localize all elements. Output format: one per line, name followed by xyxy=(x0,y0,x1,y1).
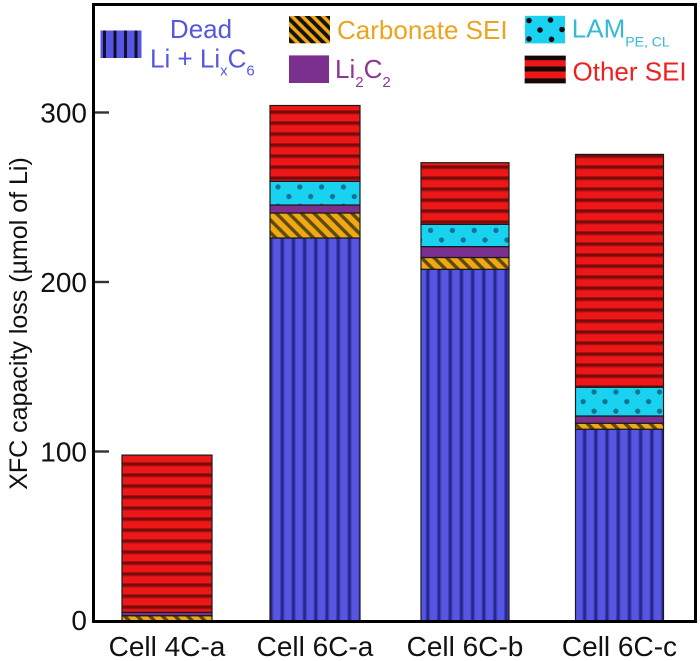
svg-text:XFC capacity loss (µmol of Li): XFC capacity loss (µmol of Li) xyxy=(5,157,33,490)
svg-text:0: 0 xyxy=(71,605,87,636)
svg-text:Li2C2: Li2C2 xyxy=(335,54,391,91)
svg-text:Dead: Dead xyxy=(170,14,232,44)
svg-text:200: 200 xyxy=(40,267,87,298)
svg-text:Cell 6C-c: Cell 6C-c xyxy=(562,631,677,661)
svg-text:Cell 6C-b: Cell 6C-b xyxy=(407,631,524,661)
svg-text:300: 300 xyxy=(40,98,87,129)
svg-text:Cell 4C-a: Cell 4C-a xyxy=(109,631,226,661)
svg-text:Cell 6C-a: Cell 6C-a xyxy=(257,631,374,661)
svg-text:100: 100 xyxy=(40,437,87,468)
svg-text:Carbonate SEI: Carbonate SEI xyxy=(337,15,508,45)
svg-text:Other SEI: Other SEI xyxy=(573,57,687,87)
